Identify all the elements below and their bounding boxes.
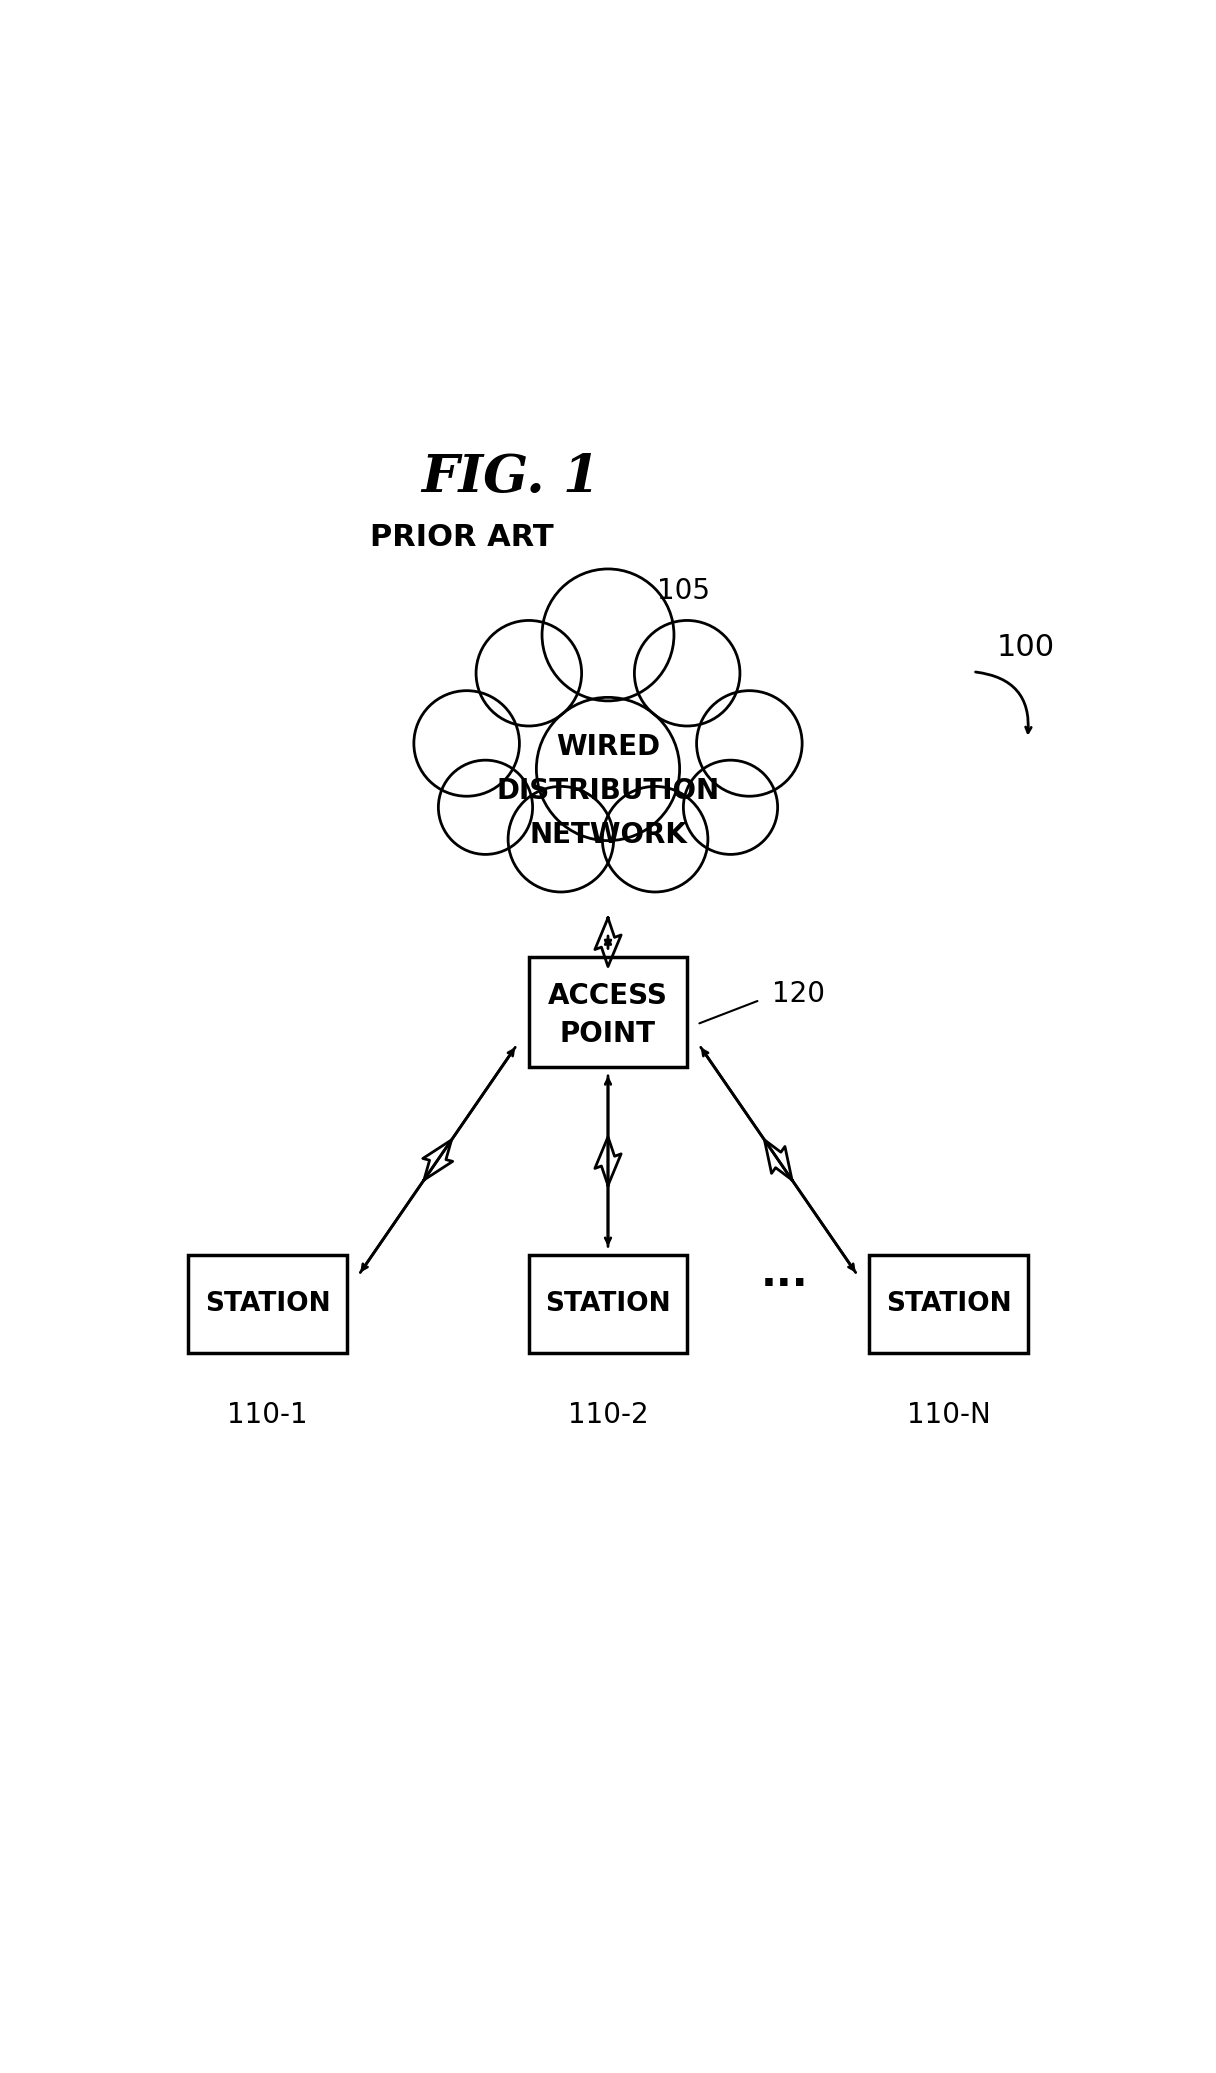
Text: 110-1: 110-1 <box>227 1401 308 1428</box>
Circle shape <box>536 697 680 842</box>
Text: 105: 105 <box>657 576 710 605</box>
Text: 110-2: 110-2 <box>568 1401 648 1428</box>
Text: ...: ... <box>760 1252 809 1296</box>
Text: ACCESS: ACCESS <box>548 983 668 1010</box>
FancyBboxPatch shape <box>529 958 687 1068</box>
Circle shape <box>635 620 739 726</box>
Text: 110-N: 110-N <box>907 1401 990 1428</box>
Circle shape <box>602 786 708 891</box>
Text: PRIOR ART: PRIOR ART <box>370 524 554 551</box>
FancyBboxPatch shape <box>869 1256 1028 1354</box>
Circle shape <box>438 761 533 854</box>
Circle shape <box>542 568 674 701</box>
Text: 120: 120 <box>772 981 826 1007</box>
Text: 100: 100 <box>997 632 1055 661</box>
Text: STATION: STATION <box>885 1291 1012 1316</box>
Text: DISTRIBUTION: DISTRIBUTION <box>496 777 720 804</box>
Circle shape <box>697 690 803 796</box>
Text: POINT: POINT <box>561 1020 655 1049</box>
FancyBboxPatch shape <box>188 1256 347 1354</box>
Text: STATION: STATION <box>545 1291 671 1316</box>
Text: NETWORK: NETWORK <box>529 821 687 848</box>
Text: FIG. 1: FIG. 1 <box>422 452 599 502</box>
Text: WIRED: WIRED <box>556 734 660 761</box>
Text: STATION: STATION <box>204 1291 331 1316</box>
Circle shape <box>508 786 614 891</box>
Circle shape <box>683 761 778 854</box>
FancyBboxPatch shape <box>529 1256 687 1354</box>
Circle shape <box>475 620 581 726</box>
Circle shape <box>413 690 519 796</box>
